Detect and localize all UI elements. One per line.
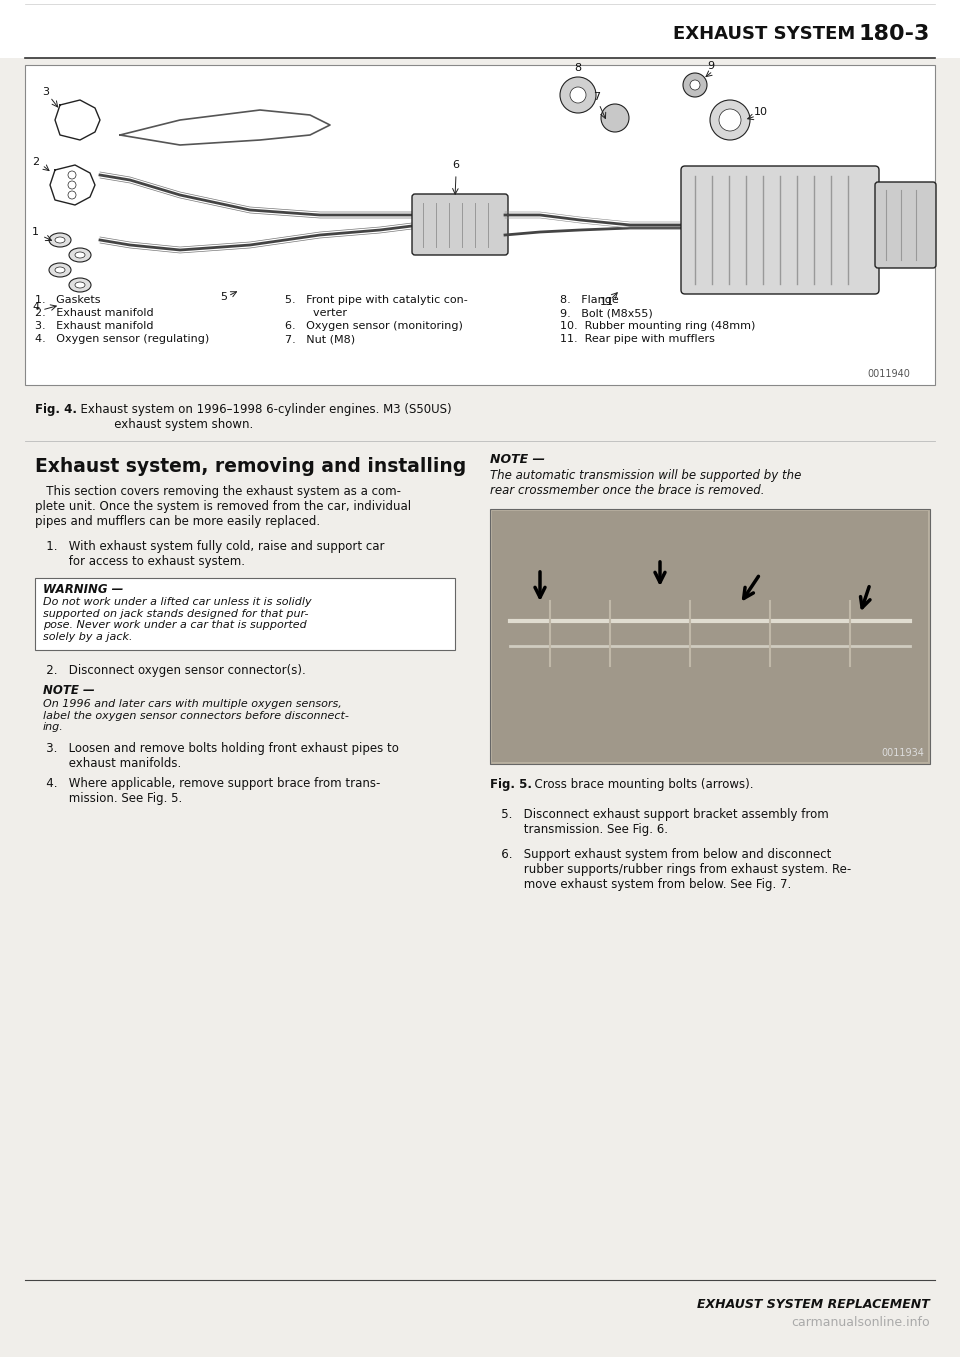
- Circle shape: [710, 100, 750, 140]
- Text: This section covers removing the exhaust system as a com-
plete unit. Once the s: This section covers removing the exhaust…: [35, 484, 411, 528]
- Circle shape: [560, 77, 596, 113]
- Text: Exhaust system on 1996–1998 6-cylinder engines. M3 (S50US)
           exhaust sy: Exhaust system on 1996–1998 6-cylinder e…: [73, 403, 451, 432]
- FancyBboxPatch shape: [681, 166, 879, 294]
- Circle shape: [719, 109, 741, 132]
- Ellipse shape: [75, 282, 85, 288]
- Text: 5: 5: [220, 292, 227, 303]
- Text: 5.   Disconnect exhaust support bracket assembly from
         transmission. See: 5. Disconnect exhaust support bracket as…: [490, 807, 828, 836]
- Bar: [25, 65, 935, 385]
- Text: 1: 1: [32, 227, 39, 237]
- Text: 8: 8: [574, 62, 582, 73]
- Text: 0011940: 0011940: [867, 369, 910, 379]
- Text: 3.   Loosen and remove bolts holding front exhaust pipes to
         exhaust man: 3. Loosen and remove bolts holding front…: [35, 742, 398, 769]
- Text: 1.   With exhaust system fully cold, raise and support car
         for access t: 1. With exhaust system fully cold, raise…: [35, 540, 385, 569]
- Text: 6.   Support exhaust system from below and disconnect
         rubber supports/r: 6. Support exhaust system from below and…: [490, 848, 852, 892]
- Text: 5.   Front pipe with catalytic con-: 5. Front pipe with catalytic con-: [285, 294, 468, 305]
- Text: 4: 4: [32, 303, 39, 312]
- FancyBboxPatch shape: [412, 194, 508, 255]
- Text: Cross brace mounting bolts (arrows).: Cross brace mounting bolts (arrows).: [527, 778, 754, 791]
- Text: Exhaust system, removing and installing: Exhaust system, removing and installing: [35, 457, 467, 476]
- Text: 0011934: 0011934: [881, 748, 924, 759]
- Text: WARNING —: WARNING —: [43, 584, 124, 596]
- Ellipse shape: [55, 267, 65, 273]
- Text: 10: 10: [754, 107, 768, 117]
- Bar: [490, 509, 930, 764]
- Text: NOTE —: NOTE —: [490, 453, 545, 465]
- Text: On 1996 and later cars with multiple oxygen sensors,
label the oxygen sensor con: On 1996 and later cars with multiple oxy…: [43, 699, 348, 733]
- Text: EXHAUST SYSTEM: EXHAUST SYSTEM: [673, 24, 855, 43]
- Circle shape: [570, 87, 586, 103]
- Text: carmanualsonline.info: carmanualsonline.info: [791, 1316, 930, 1329]
- Text: NOTE —: NOTE —: [43, 684, 95, 697]
- Ellipse shape: [55, 237, 65, 243]
- Text: 2.   Disconnect oxygen sensor connector(s).: 2. Disconnect oxygen sensor connector(s)…: [35, 664, 305, 677]
- FancyBboxPatch shape: [875, 182, 936, 267]
- Text: 2: 2: [32, 157, 39, 167]
- Circle shape: [683, 73, 707, 96]
- Text: The automatic transmission will be supported by the
rear crossmember once the br: The automatic transmission will be suppo…: [490, 470, 802, 497]
- Circle shape: [68, 171, 76, 179]
- Text: 4.   Where applicable, remove support brace from trans-
         mission. See Fi: 4. Where applicable, remove support brac…: [35, 778, 380, 805]
- Text: 180-3: 180-3: [858, 24, 930, 43]
- Text: 6.   Oxygen sensor (monitoring): 6. Oxygen sensor (monitoring): [285, 322, 463, 331]
- Circle shape: [68, 180, 76, 189]
- Text: 7: 7: [593, 92, 601, 102]
- Text: 1.   Gaskets: 1. Gaskets: [35, 294, 101, 305]
- Text: verter: verter: [285, 308, 347, 318]
- Text: EXHAUST SYSTEM REPLACEMENT: EXHAUST SYSTEM REPLACEMENT: [697, 1299, 930, 1311]
- Text: 10.  Rubber mounting ring (48mm): 10. Rubber mounting ring (48mm): [560, 322, 756, 331]
- Text: 2.   Exhaust manifold: 2. Exhaust manifold: [35, 308, 154, 318]
- Text: 7.   Nut (M8): 7. Nut (M8): [285, 334, 355, 345]
- Text: 3.   Exhaust manifold: 3. Exhaust manifold: [35, 322, 154, 331]
- Text: 9.   Bolt (M8x55): 9. Bolt (M8x55): [560, 308, 653, 318]
- Ellipse shape: [49, 263, 71, 277]
- Text: 8.   Flange: 8. Flange: [560, 294, 619, 305]
- Circle shape: [690, 80, 700, 90]
- Text: Do not work under a lifted car unless it is solidly
supported on jack stands des: Do not work under a lifted car unless it…: [43, 597, 312, 642]
- Text: 9: 9: [708, 61, 714, 71]
- Ellipse shape: [49, 233, 71, 247]
- Text: Fig. 5.: Fig. 5.: [490, 778, 532, 791]
- Circle shape: [601, 104, 629, 132]
- Text: 6: 6: [452, 160, 459, 170]
- Circle shape: [68, 191, 76, 199]
- Text: Fig. 4.: Fig. 4.: [35, 403, 77, 417]
- Ellipse shape: [69, 248, 91, 262]
- Text: 11.  Rear pipe with mufflers: 11. Rear pipe with mufflers: [560, 334, 715, 345]
- Ellipse shape: [75, 252, 85, 258]
- Text: 4.   Oxygen sensor (regulating): 4. Oxygen sensor (regulating): [35, 334, 209, 345]
- Bar: [0, 0, 960, 58]
- Text: 11: 11: [600, 297, 614, 307]
- Ellipse shape: [69, 278, 91, 292]
- Text: 3: 3: [42, 87, 49, 96]
- Bar: [492, 512, 928, 763]
- Bar: [35, 578, 455, 650]
